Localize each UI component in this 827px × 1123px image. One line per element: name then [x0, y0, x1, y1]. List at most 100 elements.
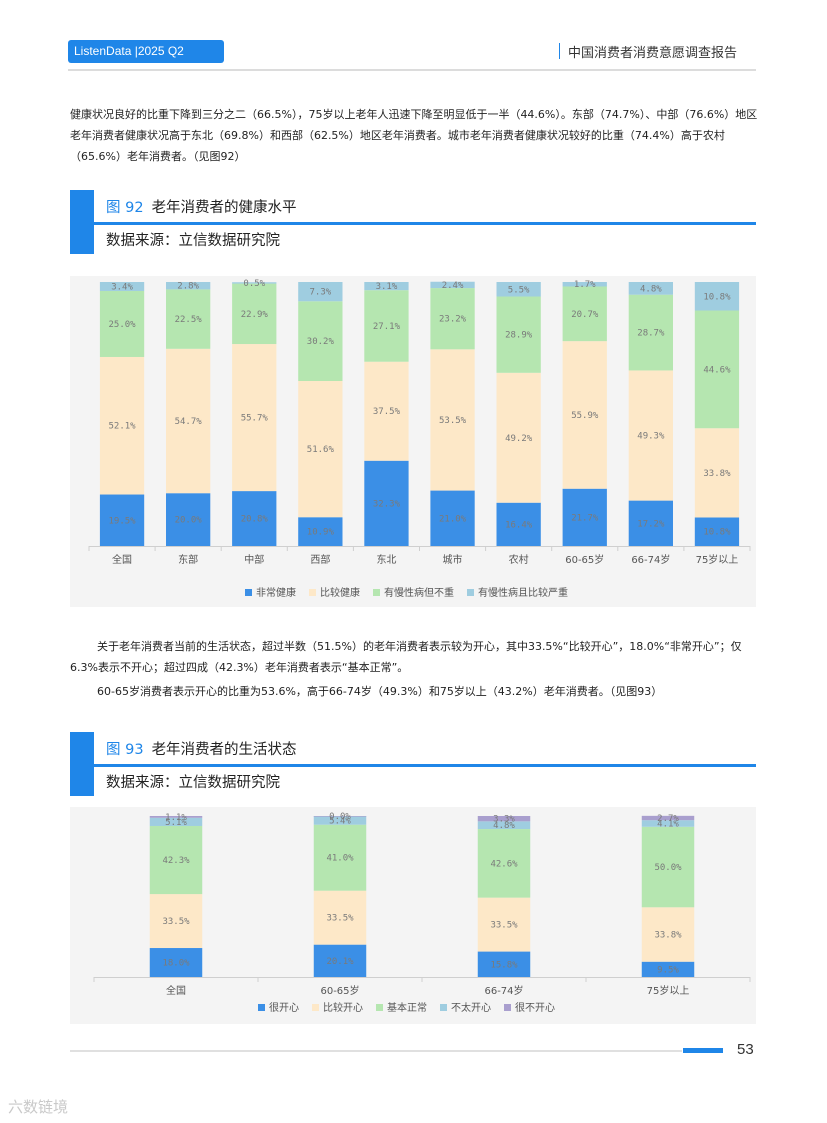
category-label: 东部 [178, 553, 198, 566]
figure-93-header: 图 93 老年消费者的生活状态 数据来源：立信数据研究院 [70, 732, 756, 796]
bar-segment [149, 816, 203, 818]
bar-segment [364, 361, 409, 461]
category-label: 农村 [509, 553, 529, 566]
bar-segment [149, 825, 203, 895]
category-label: 66-74岁 [631, 553, 670, 566]
data-label: 7.3% [310, 288, 332, 298]
figure-93-number: 图 93 [106, 742, 144, 758]
figure-92-chart-area: 19.5% 52.1% 25.0% 3.4% 全国 20.0% 54.7% 22.5% 2.8%… [70, 276, 756, 607]
bar-segment [641, 815, 695, 821]
figure-92-source: 数据来源：立信数据研究院 [106, 233, 280, 249]
data-label: 10.8% [703, 528, 731, 538]
bar-segment [166, 493, 211, 546]
data-label: 20.8% [241, 515, 269, 525]
data-label: 4.1% [657, 819, 679, 829]
watermark: 六数链境 [8, 1098, 69, 1116]
data-label: 17.2% [637, 519, 665, 529]
bar-segment [364, 282, 409, 291]
chart-legend: 很开心 比较开心 基本正常 不太开心 很不开心 [258, 1001, 555, 1014]
data-label: 32.3% [373, 499, 401, 509]
bar-segment [477, 951, 531, 977]
legend-label: 非常健康 [256, 586, 296, 599]
bar-segment [313, 944, 367, 977]
figure-93-rule [94, 764, 756, 767]
category-label: 东北 [376, 553, 396, 566]
figure-93-source: 数据来源：立信数据研究院 [106, 775, 280, 791]
bar-segment [628, 282, 673, 295]
data-label: 25.0% [109, 320, 137, 330]
data-label: 23.2% [439, 315, 467, 325]
category-label: 西部 [310, 553, 330, 566]
data-label: 20.7% [571, 310, 599, 320]
data-label: 41.0% [326, 854, 354, 864]
figure-92-number: 图 92 [106, 200, 144, 216]
bar-segment [298, 282, 343, 302]
bar-segment [694, 428, 740, 518]
intro-paragraph: 健康状况良好的比重下降到三分之二（66.5%），75岁以上老年人迅速下降至明显低… [70, 108, 758, 163]
bar-segment [562, 282, 607, 287]
data-label: 18.0% [162, 959, 190, 969]
legend-swatch [467, 589, 474, 596]
legend-swatch [258, 1004, 265, 1011]
data-label: 5.5% [508, 285, 530, 295]
figure-93-chart-area: 18.0% 33.5% 42.3% 5.1% 1.1% 全国 20.1% 33.5% 41.0%… [70, 807, 756, 1024]
category-label: 全国 [166, 984, 186, 997]
data-label: 5.1% [165, 818, 187, 828]
data-label: 3.4% [111, 282, 133, 292]
data-label: 15.8% [490, 960, 518, 970]
legend-label: 比较健康 [320, 586, 360, 599]
bar-segment [496, 372, 541, 503]
data-label: 19.5% [109, 516, 137, 526]
bar-segment [149, 817, 203, 826]
data-label: 37.5% [373, 407, 401, 417]
figure-93-title-text: 老年消费者的生活状态 [151, 742, 297, 758]
legend-swatch [440, 1004, 447, 1011]
category-label: 75岁以上 [647, 984, 690, 997]
bar-segment [232, 491, 277, 546]
figure-93-chart: 18.0% 33.5% 42.3% 5.1%1.1% 全国 20.1% 33.5% 41.0%… [93, 812, 751, 1014]
bar-segment [477, 829, 531, 898]
bar-segment [430, 490, 475, 546]
footer-accent [683, 1048, 723, 1053]
data-label: 28.7% [637, 329, 665, 339]
page-number: 53 [737, 1041, 754, 1058]
figure-92-title: 图 92 老年消费者的健康水平 [106, 196, 297, 217]
bar-segment [628, 500, 673, 546]
data-label: 49.3% [637, 432, 665, 442]
bar-segment [430, 288, 475, 350]
legend-label: 有慢性病且比较严重 [478, 586, 568, 599]
legend-swatch [373, 589, 380, 596]
bar-segment [628, 370, 673, 501]
bar-segment [313, 824, 367, 891]
section-paragraph-2: 60-65岁消费者表示开心的比重为53.6%，高于66-74岁（49.3%）和7… [97, 685, 663, 698]
data-label: 0.0% [329, 812, 351, 822]
data-label: 50.0% [654, 863, 682, 873]
footer-rule [70, 1050, 682, 1052]
bar-segment [298, 381, 343, 518]
data-label: 22.5% [175, 315, 203, 325]
data-label: 22.9% [241, 310, 269, 320]
legend-swatch [312, 1004, 319, 1011]
category-label: 66-74岁 [484, 984, 523, 997]
legend-label: 比较开心 [323, 1001, 363, 1014]
section-paragraph-1: 关于老年消费者当前的生活状态，超过半数（51.5%）的老年消费者表示较为开心，其… [70, 640, 742, 674]
data-label: 21.7% [571, 513, 599, 523]
data-label: 2.8% [177, 282, 199, 292]
data-label: 10.9% [307, 528, 335, 538]
report-title: 中国消费者消费意愿调查报告 [568, 46, 738, 61]
bar-segment [99, 356, 145, 495]
data-label: 51.6% [307, 445, 335, 455]
legend-label: 很开心 [269, 1001, 299, 1014]
data-label: 44.6% [703, 365, 731, 375]
bar-segment [99, 494, 145, 546]
header-rule [68, 69, 756, 71]
figure-92-title-text: 老年消费者的健康水平 [151, 200, 297, 216]
data-label: 21.0% [439, 514, 467, 524]
figure-92-header: 图 92 老年消费者的健康水平 数据来源：立信数据研究院 [70, 190, 756, 254]
bar-segment [496, 502, 541, 546]
data-label: 4.8% [493, 821, 515, 831]
bar-segment [364, 290, 409, 362]
data-label: 53.5% [439, 416, 467, 426]
bar-segment [430, 281, 475, 289]
figure-93-accent-bar [70, 732, 94, 796]
